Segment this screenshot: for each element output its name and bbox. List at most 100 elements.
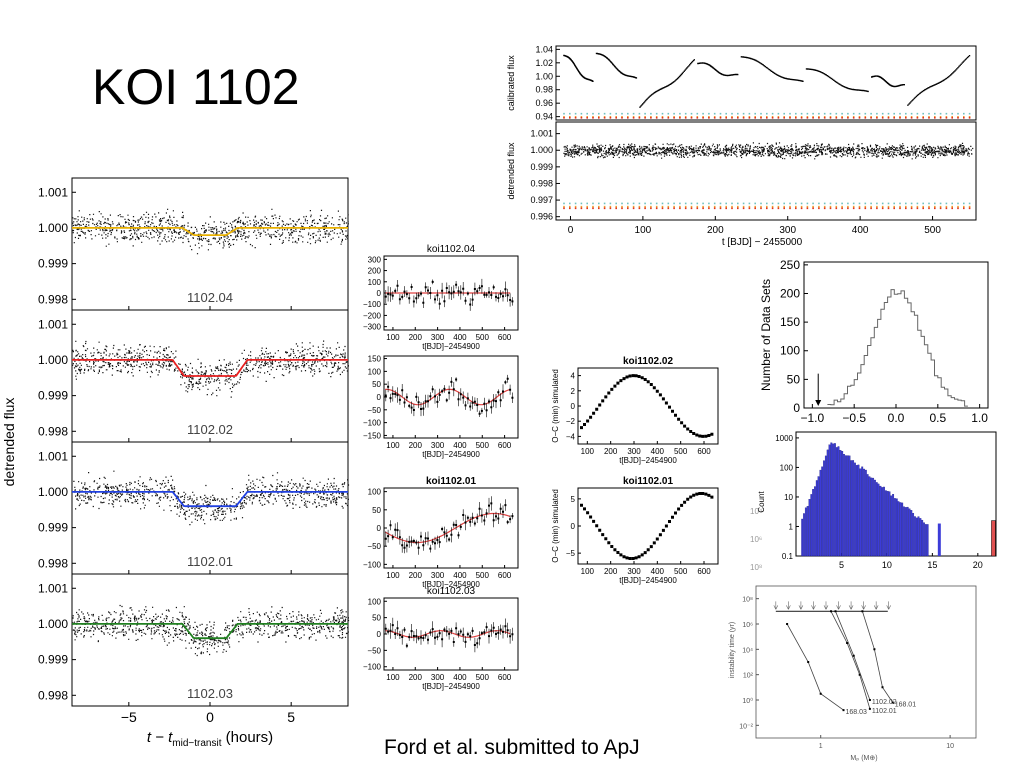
y-tick-label: 1.000 xyxy=(38,353,68,367)
y-tick-label: 1.001 xyxy=(38,317,68,331)
y-tick-label: −50 xyxy=(367,646,381,655)
transit-marker-row xyxy=(563,207,971,210)
x-axis-label: t[BJD]−2454900 xyxy=(422,342,480,351)
histogram-bar xyxy=(857,464,860,557)
histogram-bar xyxy=(897,501,900,557)
y-tick-label: 0.997 xyxy=(530,195,553,205)
stability-series-line xyxy=(862,611,894,703)
transit-panel: 1.001 1.000 0.999 0.998 1102.04 xyxy=(38,177,349,311)
y-tick-label: 10 xyxy=(784,493,793,502)
faint-y-tick-label: 10⁸ xyxy=(750,563,762,572)
x-tick-label: 400 xyxy=(453,673,467,682)
histogram-bar xyxy=(824,455,827,557)
y-tick-label: 100 xyxy=(368,597,382,606)
stability-series-points xyxy=(830,610,871,710)
flux-points xyxy=(73,470,350,526)
histogram-bar xyxy=(866,474,869,557)
histogram-bar xyxy=(814,486,816,557)
y-tick-label: 50 xyxy=(787,372,801,386)
histogram-bar xyxy=(808,499,811,557)
histogram-bar xyxy=(904,507,907,557)
y-tick-label: 0.999 xyxy=(38,653,68,667)
observed-arrow-head xyxy=(815,400,822,406)
histogram-bar xyxy=(923,522,925,557)
panel-title: koi1102.04 xyxy=(427,244,476,255)
histogram-bar xyxy=(817,476,820,557)
flux-points xyxy=(72,208,349,255)
x-tick-label: 600 xyxy=(498,673,512,682)
x-tick-label: 400 xyxy=(651,447,665,456)
y-tick-label: 0.998 xyxy=(530,178,553,188)
y-tick-label: −100 xyxy=(363,300,382,309)
series-label: 1102.02 xyxy=(872,699,897,706)
y-tick-label: 100 xyxy=(780,344,800,358)
x-tick-label: 5 xyxy=(287,709,295,725)
x-tick-label: 400 xyxy=(453,333,467,342)
histogram-bar xyxy=(830,442,833,557)
slide-caption: Ford et al. submitted to ApJ xyxy=(384,736,640,759)
panel-label: 1102.01 xyxy=(187,554,233,569)
transit-model-line xyxy=(72,359,348,377)
x-tick-label: 100 xyxy=(635,225,652,236)
histogram-bar xyxy=(872,477,875,557)
x-tick-label: 300 xyxy=(779,225,796,236)
y-tick-label: 0 xyxy=(571,402,576,411)
histogram-bar xyxy=(815,480,818,557)
x-tick-label: 600 xyxy=(498,333,512,342)
y-tick-label: 1.001 xyxy=(38,185,68,199)
ttv-error-bars xyxy=(385,374,513,418)
x-tick-label: 100 xyxy=(386,441,400,450)
x-tick-label: 100 xyxy=(581,567,595,576)
histogram-bar xyxy=(839,450,842,557)
x-tick-label: 600 xyxy=(498,571,512,580)
histogram-bar xyxy=(828,444,831,557)
y-tick-label: 0.998 xyxy=(38,556,68,570)
y-tick-label: 150 xyxy=(780,315,800,329)
ttv-error-bars xyxy=(385,617,513,653)
ttv-observed-chart: koi1102.04 300 200 100 0 −100 −200 −300 100 200 30… xyxy=(363,244,519,691)
x-tick-label: −0.5 xyxy=(842,411,866,425)
simulated-panel: koi1102.02 4 2 0 −2 −4 100 200 300 400 500 600 t[BJD… xyxy=(551,356,719,465)
x-tick-label: 500 xyxy=(476,441,490,450)
lower-limit-arrow xyxy=(823,601,829,610)
calibrated-flux-segment xyxy=(639,59,695,108)
histogram-bar xyxy=(937,523,941,556)
histogram-bar xyxy=(917,516,920,557)
ttv-error-bars xyxy=(385,496,513,555)
x-tick-label: 400 xyxy=(453,571,467,580)
histogram-bar xyxy=(846,455,849,557)
histogram-bar xyxy=(875,482,878,557)
stability-series-line xyxy=(830,611,871,710)
y-tick-label: 0.96 xyxy=(535,98,553,108)
x-tick-label: 0.0 xyxy=(888,411,905,425)
y-tick-label: 0.999 xyxy=(530,162,553,172)
y-axis-label: O−C (min) simulated xyxy=(551,369,560,443)
transit-panel: 1.001 1.000 0.999 0.998 1102.02 xyxy=(38,309,349,443)
phased-transit-chart: 1.001 1.000 0.999 0.998 1102.04 1.001 1.000 0.9… xyxy=(1,177,350,749)
y-tick-label: 1.000 xyxy=(530,145,553,155)
lightcurve-panel: 1.001 1.000 0.999 0.998 0.997 0.996 detrended … xyxy=(506,121,977,222)
histogram-bar xyxy=(879,485,882,557)
x-axis-label: t[BJD]−2454900 xyxy=(422,450,480,459)
histogram-bar xyxy=(834,443,836,557)
y-tick-label: 0.1 xyxy=(782,552,794,561)
x-tick-label: 500 xyxy=(476,673,490,682)
y-tick-label: 300 xyxy=(368,255,382,264)
lower-limit-arrow xyxy=(811,601,816,610)
x-tick-label: 500 xyxy=(674,447,688,456)
histogram-bar xyxy=(915,517,918,557)
x-tick-label: 600 xyxy=(498,441,512,450)
y-tick-label: 1.001 xyxy=(38,449,68,463)
x-tick-label: 300 xyxy=(627,447,641,456)
histogram-bar xyxy=(850,460,853,557)
x-tick-label: 500 xyxy=(476,333,490,342)
histogram-bar xyxy=(899,502,902,557)
histogram-bar xyxy=(801,518,804,557)
simulated-points xyxy=(580,374,714,438)
histogram-bar xyxy=(844,455,847,557)
histogram-bar xyxy=(826,449,829,557)
lower-limit-arrow xyxy=(861,601,866,610)
panel-frame xyxy=(577,487,719,565)
